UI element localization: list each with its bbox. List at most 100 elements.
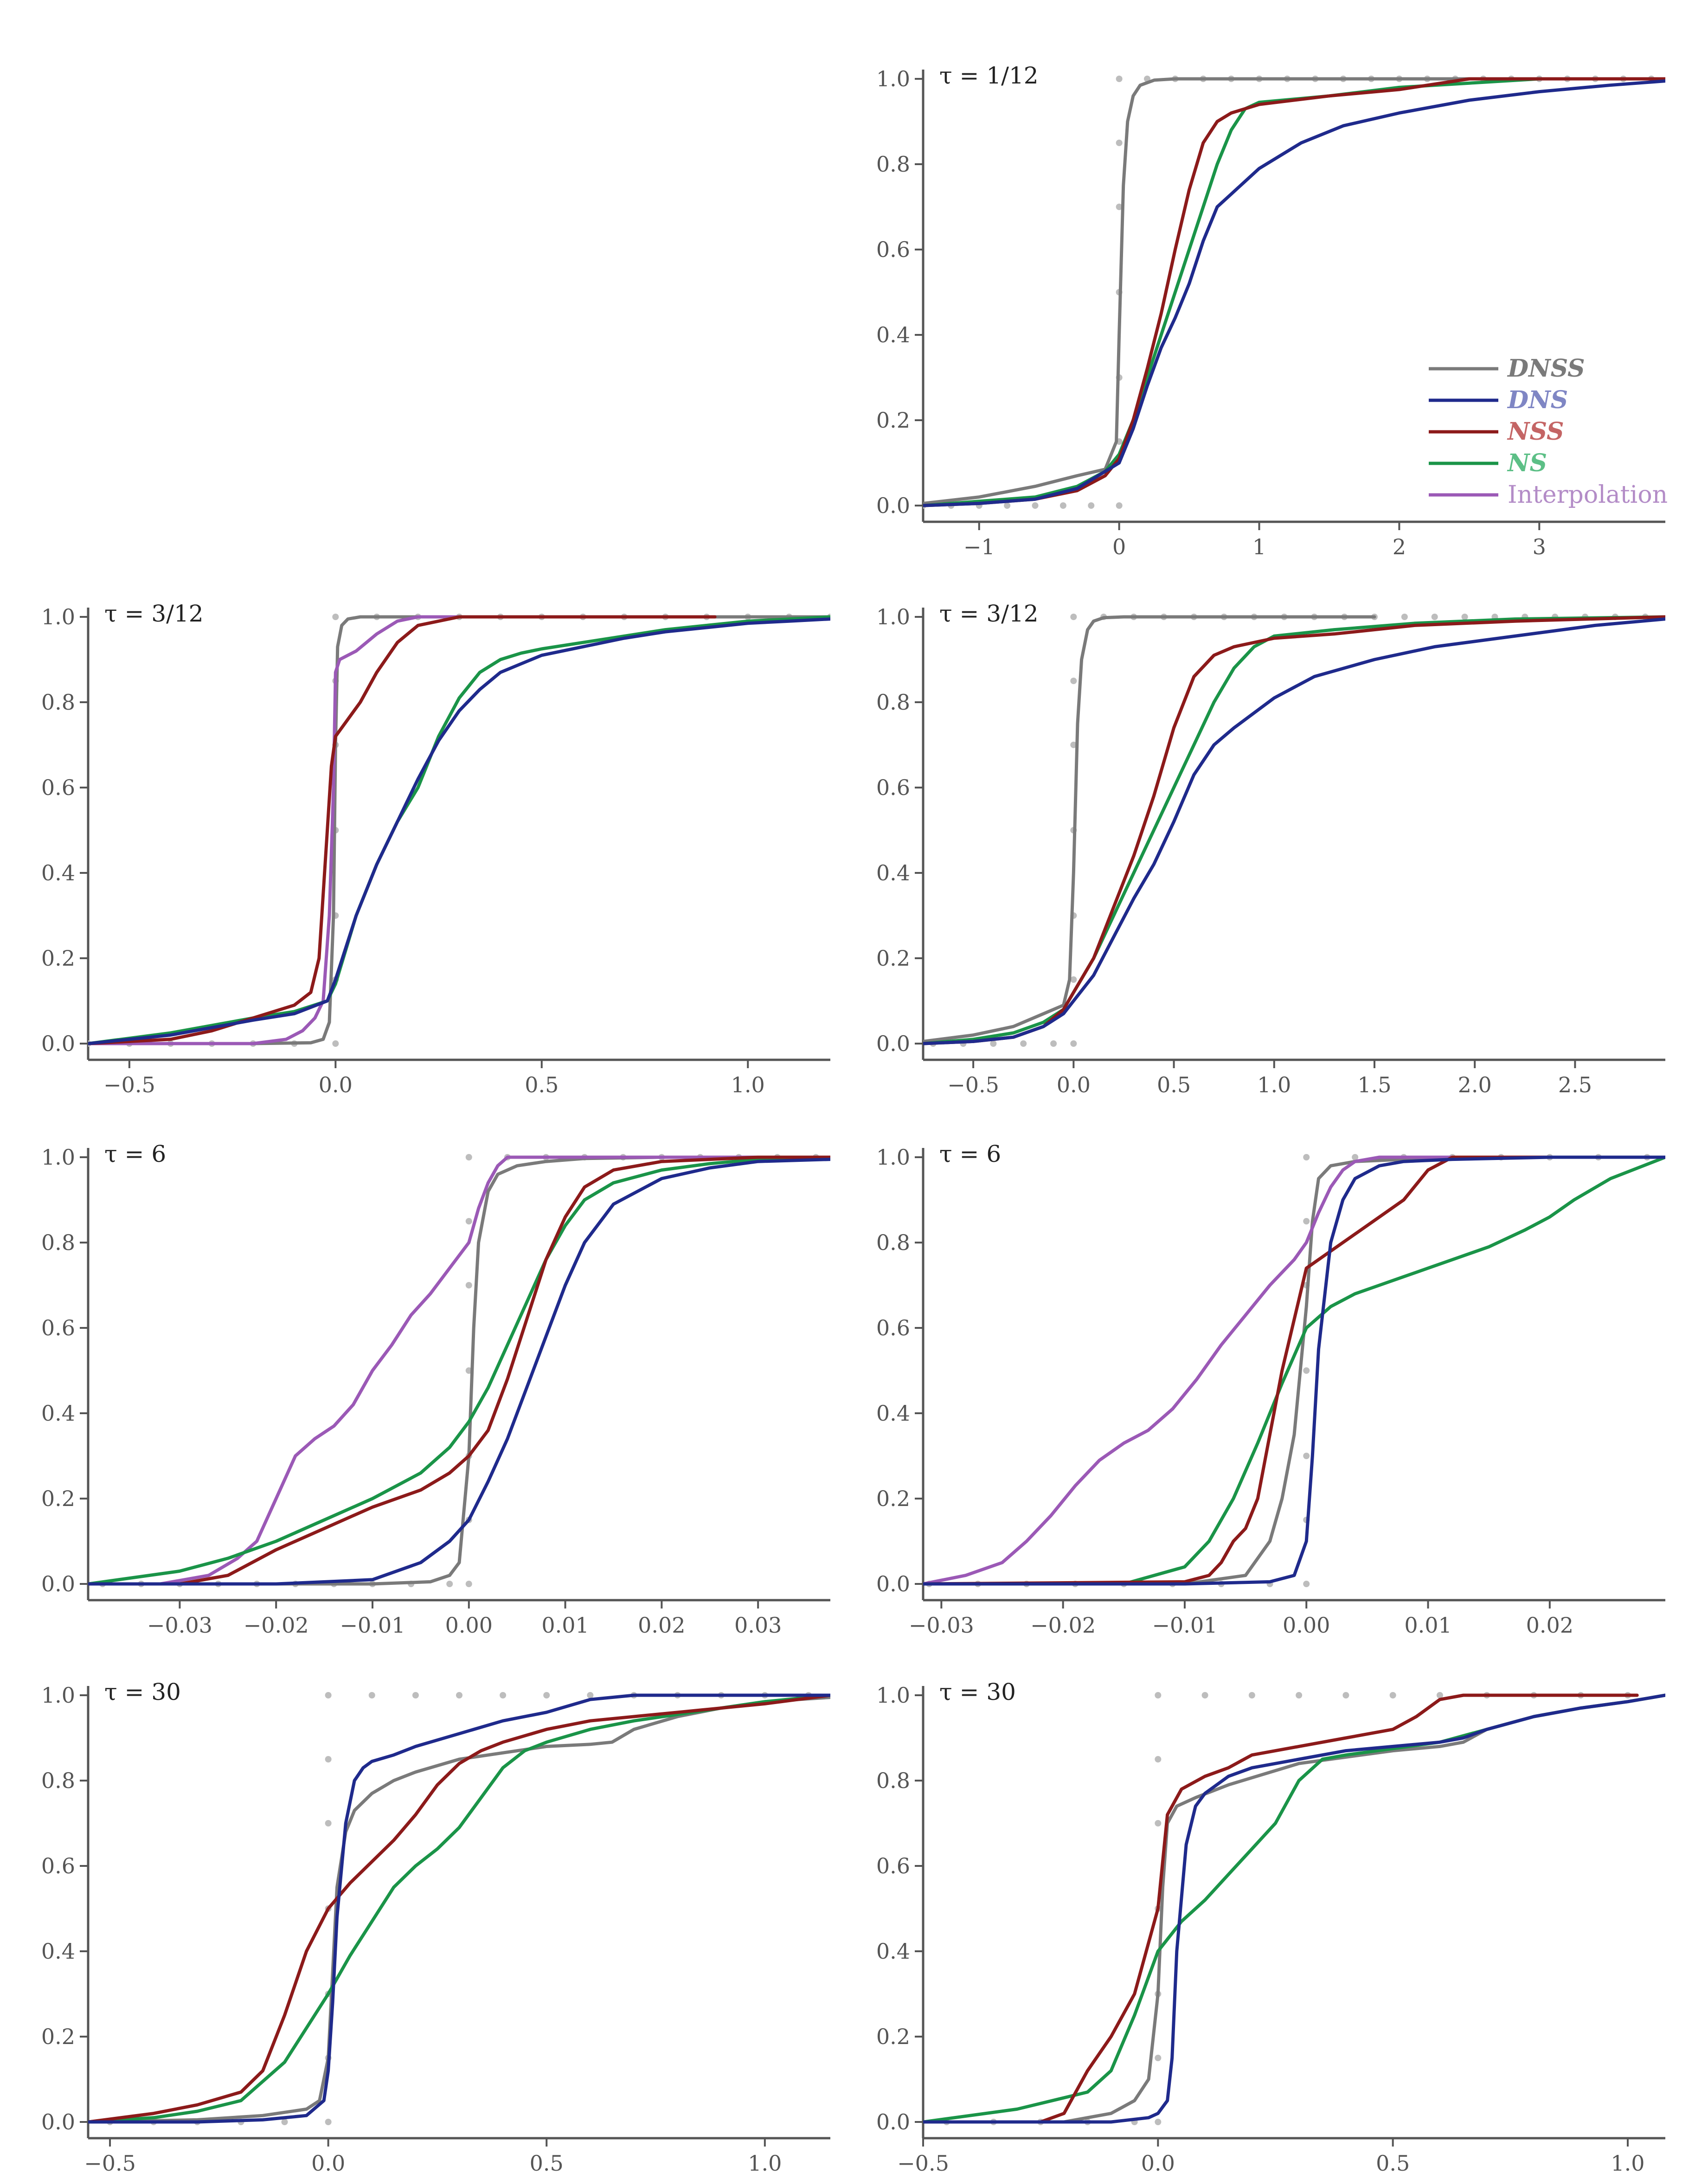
x-tick-label: 1.0 bbox=[1611, 2151, 1644, 2176]
y-tick-label: 0.4 bbox=[41, 1401, 75, 1426]
x-tick-label: 0.01 bbox=[1404, 1613, 1451, 1638]
y-tick-label: 0.2 bbox=[41, 946, 75, 971]
series-line-dns bbox=[88, 1693, 830, 2124]
x-tick-label: −0.01 bbox=[340, 1613, 405, 1638]
x-tick-label: 1.0 bbox=[1257, 1072, 1291, 1097]
reference-point bbox=[1032, 502, 1039, 509]
x-tick-label: 0.0 bbox=[311, 2151, 345, 2176]
x-tick-label: 1 bbox=[1252, 534, 1266, 559]
reference-point bbox=[1155, 1756, 1162, 1762]
series-line-interpolation bbox=[923, 1155, 1552, 1586]
reference-point bbox=[446, 1581, 453, 1587]
y-tick-label: 0.8 bbox=[876, 1230, 910, 1255]
reference-point bbox=[1070, 1040, 1077, 1047]
reference-point bbox=[1070, 614, 1077, 620]
plot-area bbox=[88, 1692, 830, 2125]
series-line-ns bbox=[88, 1693, 830, 2124]
y-tick-label: 0.8 bbox=[876, 1768, 910, 1793]
series-line-dns bbox=[923, 1693, 1665, 2124]
x-tick-label: 1.0 bbox=[748, 2151, 782, 2176]
y-tick-label: 0.8 bbox=[876, 152, 910, 177]
x-tick-label: 0.0 bbox=[319, 1072, 353, 1097]
chart-panel-p4: 0.0 0.2 0.4 0.6 0.8 1.0 −0.03 −0.02 −0.01 0.00 0.0… bbox=[41, 1141, 830, 1638]
y-tick-label: 1.0 bbox=[41, 1683, 75, 1708]
x-tick-label: −0.02 bbox=[1030, 1613, 1096, 1638]
series-line-dnss bbox=[88, 615, 830, 1045]
reference-point bbox=[1431, 614, 1438, 620]
x-tick-label: −0.03 bbox=[909, 1613, 974, 1638]
reference-point bbox=[465, 1581, 472, 1587]
reference-point bbox=[587, 1692, 594, 1698]
series-line-nss bbox=[88, 1693, 830, 2124]
x-tick-label: 2.5 bbox=[1558, 1072, 1592, 1097]
x-tick-label: 0.5 bbox=[1376, 2151, 1410, 2176]
series-line-interpolation bbox=[88, 615, 708, 1045]
legend: DNSS DNS NSS NS Interpolation bbox=[1429, 354, 1668, 509]
reference-point bbox=[332, 1040, 339, 1047]
chart-panel-p7: 0.0 0.2 0.4 0.6 0.8 1.0 −0.5 0.0 0.5 1.0 τ = 30 bbox=[876, 1679, 1665, 2176]
reference-point bbox=[412, 1692, 419, 1698]
legend-label: NS bbox=[1507, 449, 1547, 477]
reference-point bbox=[1201, 1692, 1208, 1698]
legend-item-interpolation: Interpolation bbox=[1429, 481, 1668, 509]
x-tick-label: 0.02 bbox=[1526, 1613, 1573, 1638]
reference-point bbox=[465, 1218, 472, 1224]
reference-point bbox=[1248, 1692, 1255, 1698]
y-tick-label: 0.0 bbox=[876, 1571, 910, 1596]
reference-point bbox=[543, 1692, 550, 1698]
reference-point bbox=[1070, 976, 1077, 983]
plot-area bbox=[923, 76, 1665, 509]
reference-point bbox=[1389, 1692, 1396, 1698]
reference-point bbox=[1004, 502, 1011, 509]
y-tick-label: 0.2 bbox=[876, 408, 910, 433]
chart-panel-p1: 0.0 0.2 0.4 0.6 0.8 1.0 −1 0 1 2 3 τ = 1/12 bbox=[876, 62, 1665, 559]
reference-point bbox=[1059, 502, 1066, 509]
panel-title: τ = 3/12 bbox=[939, 600, 1039, 627]
chart-panel-p6: 0.0 0.2 0.4 0.6 0.8 1.0 −0.5 0.0 0.5 1.0 τ = 30 bbox=[41, 1679, 830, 2176]
reference-point bbox=[1303, 1154, 1310, 1160]
reference-point bbox=[500, 1692, 507, 1698]
y-tick-label: 1.0 bbox=[876, 66, 910, 91]
y-tick-label: 1.0 bbox=[41, 604, 75, 629]
x-tick-label: −0.5 bbox=[103, 1072, 155, 1097]
x-tick-label: 0.02 bbox=[638, 1613, 685, 1638]
y-tick-label: 0.2 bbox=[41, 2024, 75, 2049]
x-tick-label: 0.03 bbox=[734, 1613, 782, 1638]
legend-label: DNSS bbox=[1507, 354, 1585, 383]
y-tick-label: 0.6 bbox=[41, 1315, 75, 1340]
y-tick-label: 0.2 bbox=[876, 946, 910, 971]
plot-area bbox=[923, 614, 1665, 1047]
y-tick-label: 0.0 bbox=[876, 493, 910, 518]
y-tick-label: 0.8 bbox=[41, 690, 75, 715]
x-tick-label: 0.5 bbox=[530, 2151, 564, 2176]
x-tick-label: 1.5 bbox=[1357, 1072, 1391, 1097]
plot-area bbox=[923, 1692, 1665, 2125]
legend-label: NSS bbox=[1507, 417, 1564, 446]
y-tick-label: 0.6 bbox=[876, 1853, 910, 1878]
series-line-dnss bbox=[923, 1155, 1665, 1586]
y-tick-label: 0.4 bbox=[876, 860, 910, 885]
series-line-dnss bbox=[923, 77, 1665, 505]
reference-point bbox=[325, 2119, 332, 2125]
y-tick-label: 1.0 bbox=[876, 604, 910, 629]
series-line-nss bbox=[923, 77, 1665, 507]
reference-point bbox=[1155, 2119, 1162, 2125]
legend-item-dns: DNS bbox=[1429, 386, 1568, 414]
y-tick-label: 0.8 bbox=[41, 1230, 75, 1255]
legend-item-nss: NSS bbox=[1429, 417, 1564, 446]
y-tick-label: 1.0 bbox=[876, 1683, 910, 1708]
x-tick-label: 0.01 bbox=[541, 1613, 589, 1638]
y-tick-label: 0.2 bbox=[876, 2024, 910, 2049]
y-tick-label: 0.6 bbox=[41, 1853, 75, 1878]
y-tick-label: 0.2 bbox=[876, 1486, 910, 1511]
legend-label: DNS bbox=[1507, 386, 1568, 414]
y-tick-label: 1.0 bbox=[41, 1145, 75, 1170]
y-tick-label: 0.6 bbox=[41, 775, 75, 800]
y-tick-label: 0.8 bbox=[41, 1768, 75, 1793]
series-line-dns bbox=[923, 1155, 1665, 1586]
y-tick-label: 0.6 bbox=[876, 237, 910, 262]
series-line-dns bbox=[923, 617, 1665, 1045]
chart-panel-p3: 0.0 0.2 0.4 0.6 0.8 1.0 −0.5 0.0 0.5 1.0 1.5 2.0 2.5… bbox=[876, 600, 1665, 1097]
reference-point bbox=[1088, 502, 1095, 509]
